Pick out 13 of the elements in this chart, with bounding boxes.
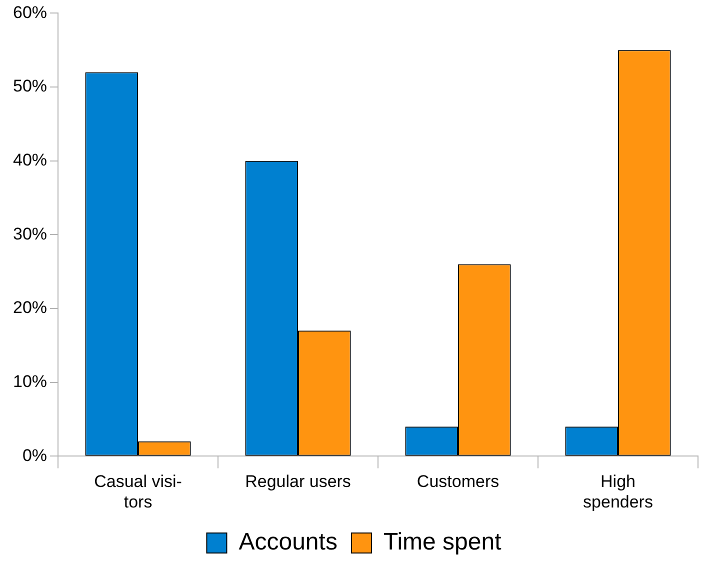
- x-tick-label: High spenders: [583, 472, 653, 512]
- x-tick-label: Customers: [416, 472, 500, 492]
- y-tick-label: 0%: [22, 446, 48, 465]
- y-tick-label: 30%: [12, 224, 48, 244]
- legend-label: Time spent: [383, 528, 502, 556]
- x-tick-label: Casual visi- tors: [94, 472, 182, 512]
- y-tick-label: 60%: [12, 2, 48, 22]
- legend-label: Accounts: [238, 528, 338, 556]
- x-tick-label: Regular users: [245, 472, 351, 492]
- y-tick-label: 10%: [12, 372, 48, 392]
- y-tick-label: 20%: [12, 298, 48, 318]
- y-tick-label: 50%: [12, 76, 48, 96]
- y-tick-label: 40%: [12, 150, 48, 170]
